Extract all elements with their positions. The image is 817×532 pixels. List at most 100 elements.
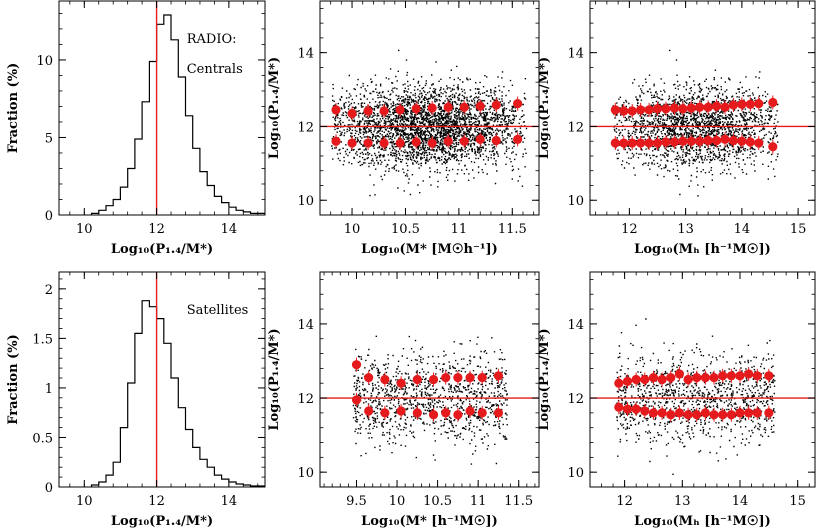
data-point [627, 138, 637, 148]
data-point [610, 105, 620, 115]
data-point [477, 373, 487, 383]
x-axis-title: Log₁₀(Mₕ [h⁻¹M☉]) [634, 242, 771, 257]
data-point [631, 374, 641, 385]
data-point [752, 408, 762, 418]
data-point [379, 106, 389, 116]
histogram-bin [149, 307, 156, 487]
data-point [720, 134, 730, 144]
data-point [695, 136, 705, 146]
y-tick-label: 12 [567, 392, 584, 407]
data-point [411, 137, 421, 147]
y-tick-label: 12 [567, 120, 584, 135]
x-tick-label: 12 [148, 494, 165, 509]
histogram-bin [128, 168, 135, 215]
x-tick-label: 11 [470, 494, 487, 509]
data-point [683, 410, 693, 420]
data-point [644, 138, 654, 148]
panel-p4: 10 12 14 0 0.5 1 1.5 2 Log₁₀(P₁.₄/M*) Fraction (%… [6, 271, 266, 529]
x-tick-label: 13 [677, 222, 694, 237]
histogram-bin [207, 186, 214, 215]
data-point [692, 410, 702, 420]
data-point [493, 371, 504, 381]
data-point [465, 373, 475, 383]
data-point [700, 408, 710, 418]
data-point [622, 376, 633, 386]
data-point [395, 105, 405, 115]
data-point [364, 406, 374, 416]
data-point [678, 104, 688, 114]
plot-area [90, 272, 265, 487]
data-point [652, 104, 663, 114]
plot-frame [58, 0, 266, 216]
x-tick-label: 11 [451, 222, 468, 237]
y-tick-label: 10 [297, 194, 314, 209]
data-point [686, 136, 696, 146]
data-point [700, 373, 710, 383]
point-cloud [331, 49, 528, 197]
x-tick-label: 10.5 [391, 222, 420, 237]
data-point [666, 410, 676, 420]
data-point [441, 373, 451, 383]
y-tick-label: 14 [567, 47, 584, 62]
histogram-bin [99, 482, 106, 487]
data-point [711, 101, 722, 111]
data-point [631, 404, 641, 414]
data-point [703, 135, 713, 146]
x-axis-title: Log₁₀(M* [h⁻¹M☉]) [361, 514, 498, 529]
data-point [351, 395, 362, 405]
histogram-bin [120, 187, 127, 215]
histogram-bin [214, 196, 221, 215]
histogram-bin [106, 206, 113, 215]
histogram-bin [236, 210, 243, 215]
data-point [644, 105, 654, 115]
data-point [459, 136, 469, 146]
data-point [752, 371, 762, 381]
data-point [648, 373, 659, 383]
y-tick-label: 10 [567, 194, 584, 209]
histogram-bin [200, 172, 207, 215]
data-point [764, 371, 774, 381]
y-axis-title: Fraction (%) [6, 63, 21, 153]
panel-p6: 12 13 14 15 10 12 14 Log₁₀(Mₕ [h⁻¹M☉]) Log₁₀(P₁.… [537, 271, 816, 529]
data-point [695, 102, 705, 112]
data-point [640, 406, 650, 416]
x-tick-label: 14 [732, 494, 749, 509]
data-point [443, 102, 453, 112]
data-point [674, 369, 685, 379]
data-point [674, 408, 685, 418]
data-point [627, 106, 637, 116]
histogram-bin [222, 479, 229, 487]
data-point [427, 103, 437, 113]
data-point [726, 410, 736, 420]
data-point [737, 99, 747, 109]
histogram-bin [113, 199, 120, 215]
panel-annotation: RADIO: [187, 32, 237, 47]
histogram-bin [157, 319, 164, 487]
data-point [351, 360, 362, 370]
x-tick-label: 15 [789, 494, 806, 509]
panel-p5: 9.5 10 10.5 11 11.5 10 12 14 Log₁₀(M* [h⁻¹M☉]) Lo… [267, 271, 540, 529]
y-axis-title: Fraction (%) [6, 334, 21, 424]
data-point [475, 134, 485, 144]
x-tick-label: 14 [221, 494, 238, 509]
panel-annotation: Centrals [187, 62, 243, 77]
data-point [477, 408, 487, 418]
data-point [657, 374, 667, 385]
plot-frame [589, 271, 816, 488]
histogram-bin [142, 301, 149, 487]
data-point [427, 138, 437, 148]
data-point [764, 408, 774, 418]
x-tick-label: 10 [344, 222, 361, 237]
plot-area [320, 49, 539, 197]
plot-area [90, 1, 265, 215]
histogram-bin [178, 77, 185, 215]
x-tick-label: 14 [734, 222, 751, 237]
data-point [652, 138, 663, 148]
data-point [745, 99, 755, 109]
data-point [754, 98, 764, 109]
histogram-bin [214, 475, 221, 487]
histogram-bin [193, 148, 200, 215]
y-tick-label: 0 [45, 481, 53, 496]
data-point [614, 402, 624, 412]
